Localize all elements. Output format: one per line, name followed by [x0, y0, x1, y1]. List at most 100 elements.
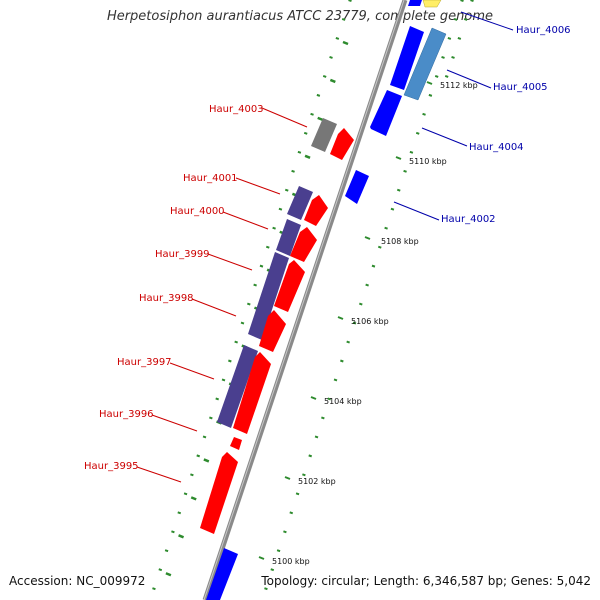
gene-haur-4003[interactable]	[330, 128, 354, 160]
tick-mark-major	[178, 534, 185, 539]
label-haur-4000[interactable]: Haur_4000	[170, 206, 225, 217]
tick-mark	[322, 74, 327, 78]
tick-mark	[346, 340, 350, 344]
tick-mark-major	[190, 496, 197, 501]
gene-haur-4003-gray[interactable]	[311, 118, 337, 152]
label-haur-3998[interactable]: Haur_3998	[139, 293, 194, 304]
gene-haur-4002[interactable]	[345, 170, 369, 204]
label-haur-4001[interactable]: Haur_4001	[183, 173, 238, 184]
tick-mark	[333, 378, 338, 382]
gene-haur-3997[interactable]	[233, 352, 271, 434]
tick-mark	[209, 416, 213, 420]
tick-mark	[164, 549, 169, 553]
tick-mark	[335, 36, 340, 40]
tick-mark	[264, 587, 268, 591]
label-haur-4004[interactable]: Haur_4004	[469, 142, 524, 153]
label-haur-3997[interactable]: Haur_3997	[117, 357, 172, 368]
tick-mark	[297, 150, 302, 154]
tick-mark	[276, 549, 281, 553]
scale-ticks	[258, 81, 433, 560]
forward-gene-labels: Haur_4003 Haur_4001 Haur_4000 Haur_3999 …	[84, 104, 308, 483]
tick-mark	[295, 492, 300, 496]
tick-mark	[234, 340, 238, 344]
tick-mark	[441, 55, 445, 59]
tick-mark	[358, 302, 363, 306]
genome-summary: Topology: circular; Length: 6,346,587 bp…	[261, 574, 591, 588]
tick-mark	[177, 511, 182, 515]
tick-mark	[228, 359, 232, 363]
tick-mark	[341, 18, 346, 21]
tick-mark	[308, 454, 313, 458]
tick-mark	[428, 93, 433, 97]
gene-haur-4006[interactable]	[422, 0, 442, 8]
gene-haur-4000-purple[interactable]	[276, 219, 301, 256]
gene-haur-3995[interactable]	[200, 452, 238, 534]
gene-haur-4005[interactable]	[403, 27, 447, 101]
tick-mark	[310, 112, 314, 116]
tick-mark	[259, 264, 264, 268]
gene-haur-3996[interactable]	[230, 437, 242, 450]
tick-mark	[453, 18, 458, 21]
tick-mark	[221, 378, 226, 382]
tick-tracks	[152, 0, 474, 591]
gene-haur-4001-purple[interactable]	[287, 186, 313, 220]
label-haur-4005[interactable]: Haur_4005	[493, 82, 548, 93]
tick-mark-major	[329, 78, 336, 84]
reverse-gene-labels: Haur_4006 Haur_4005 Haur_4004 Haur_4002	[393, 11, 571, 225]
tick-mark	[265, 245, 270, 249]
tick-mark-major	[342, 40, 349, 46]
tick-mark	[246, 302, 251, 306]
scale-label-5100: 5100 kbp	[272, 557, 310, 566]
tick-mark	[377, 245, 382, 249]
gene-haur-3997-purple[interactable]	[217, 345, 258, 428]
tick-mark	[396, 188, 401, 192]
tick-mark-major	[317, 116, 324, 122]
tick-mark	[340, 359, 344, 363]
tick-mark	[415, 131, 420, 135]
label-haur-3999[interactable]: Haur_3999	[155, 249, 210, 260]
tick-mark	[422, 112, 426, 116]
tick-mark	[152, 587, 156, 591]
gene-haur-4004[interactable]	[370, 90, 402, 136]
scale-label-5104: 5104 kbp	[324, 397, 362, 406]
tick-mark	[272, 226, 276, 230]
gene-haur-3999-purple[interactable]	[248, 252, 289, 340]
tick-mark-major	[203, 458, 210, 463]
tick-mark	[202, 435, 207, 439]
label-haur-4003[interactable]: Haur_4003	[209, 104, 264, 115]
tick-mark	[321, 416, 325, 420]
scale-label-5106: 5106 kbp	[351, 317, 389, 326]
tick-mark	[283, 530, 287, 534]
tick-mark	[291, 169, 295, 173]
tick-mark	[302, 473, 306, 477]
tick-mark	[215, 397, 220, 401]
tick-mark	[158, 568, 163, 572]
gene-haur-3994[interactable]	[206, 548, 238, 600]
tick-mark	[240, 321, 245, 325]
tick-mark	[390, 207, 395, 211]
gene-haur-3999[interactable]	[274, 260, 305, 312]
gene-haur-4006-blue[interactable]	[408, 0, 422, 6]
label-haur-4006[interactable]: Haur_4006	[516, 25, 571, 36]
tick-mark	[190, 473, 194, 477]
gene-haur-4000[interactable]	[290, 227, 317, 262]
gene-haur-3998[interactable]	[259, 310, 286, 352]
tick-mark	[451, 55, 455, 59]
tick-mark	[289, 511, 294, 515]
label-haur-4002[interactable]: Haur_4002	[441, 214, 496, 225]
tick-mark	[403, 169, 407, 173]
gene-haur-4007[interactable]	[390, 26, 424, 90]
label-haur-3996[interactable]: Haur_3996	[99, 409, 154, 420]
tick-mark	[316, 93, 321, 97]
scale-label-5110: 5110 kbp	[409, 157, 447, 166]
gene-haur-4001[interactable]	[304, 195, 328, 226]
scale-labels: 5100 kbp 5102 kbp 5104 kbp 5106 kbp 5108…	[272, 81, 478, 566]
tick-mark	[457, 36, 462, 40]
tick-mark-major	[304, 154, 311, 160]
genome-backbone-highlight	[203, 0, 405, 600]
label-haur-3995[interactable]: Haur_3995	[84, 461, 139, 472]
tick-mark	[314, 435, 319, 439]
tick-mark	[348, 0, 352, 2]
scale-label-5108: 5108 kbp	[381, 237, 419, 246]
